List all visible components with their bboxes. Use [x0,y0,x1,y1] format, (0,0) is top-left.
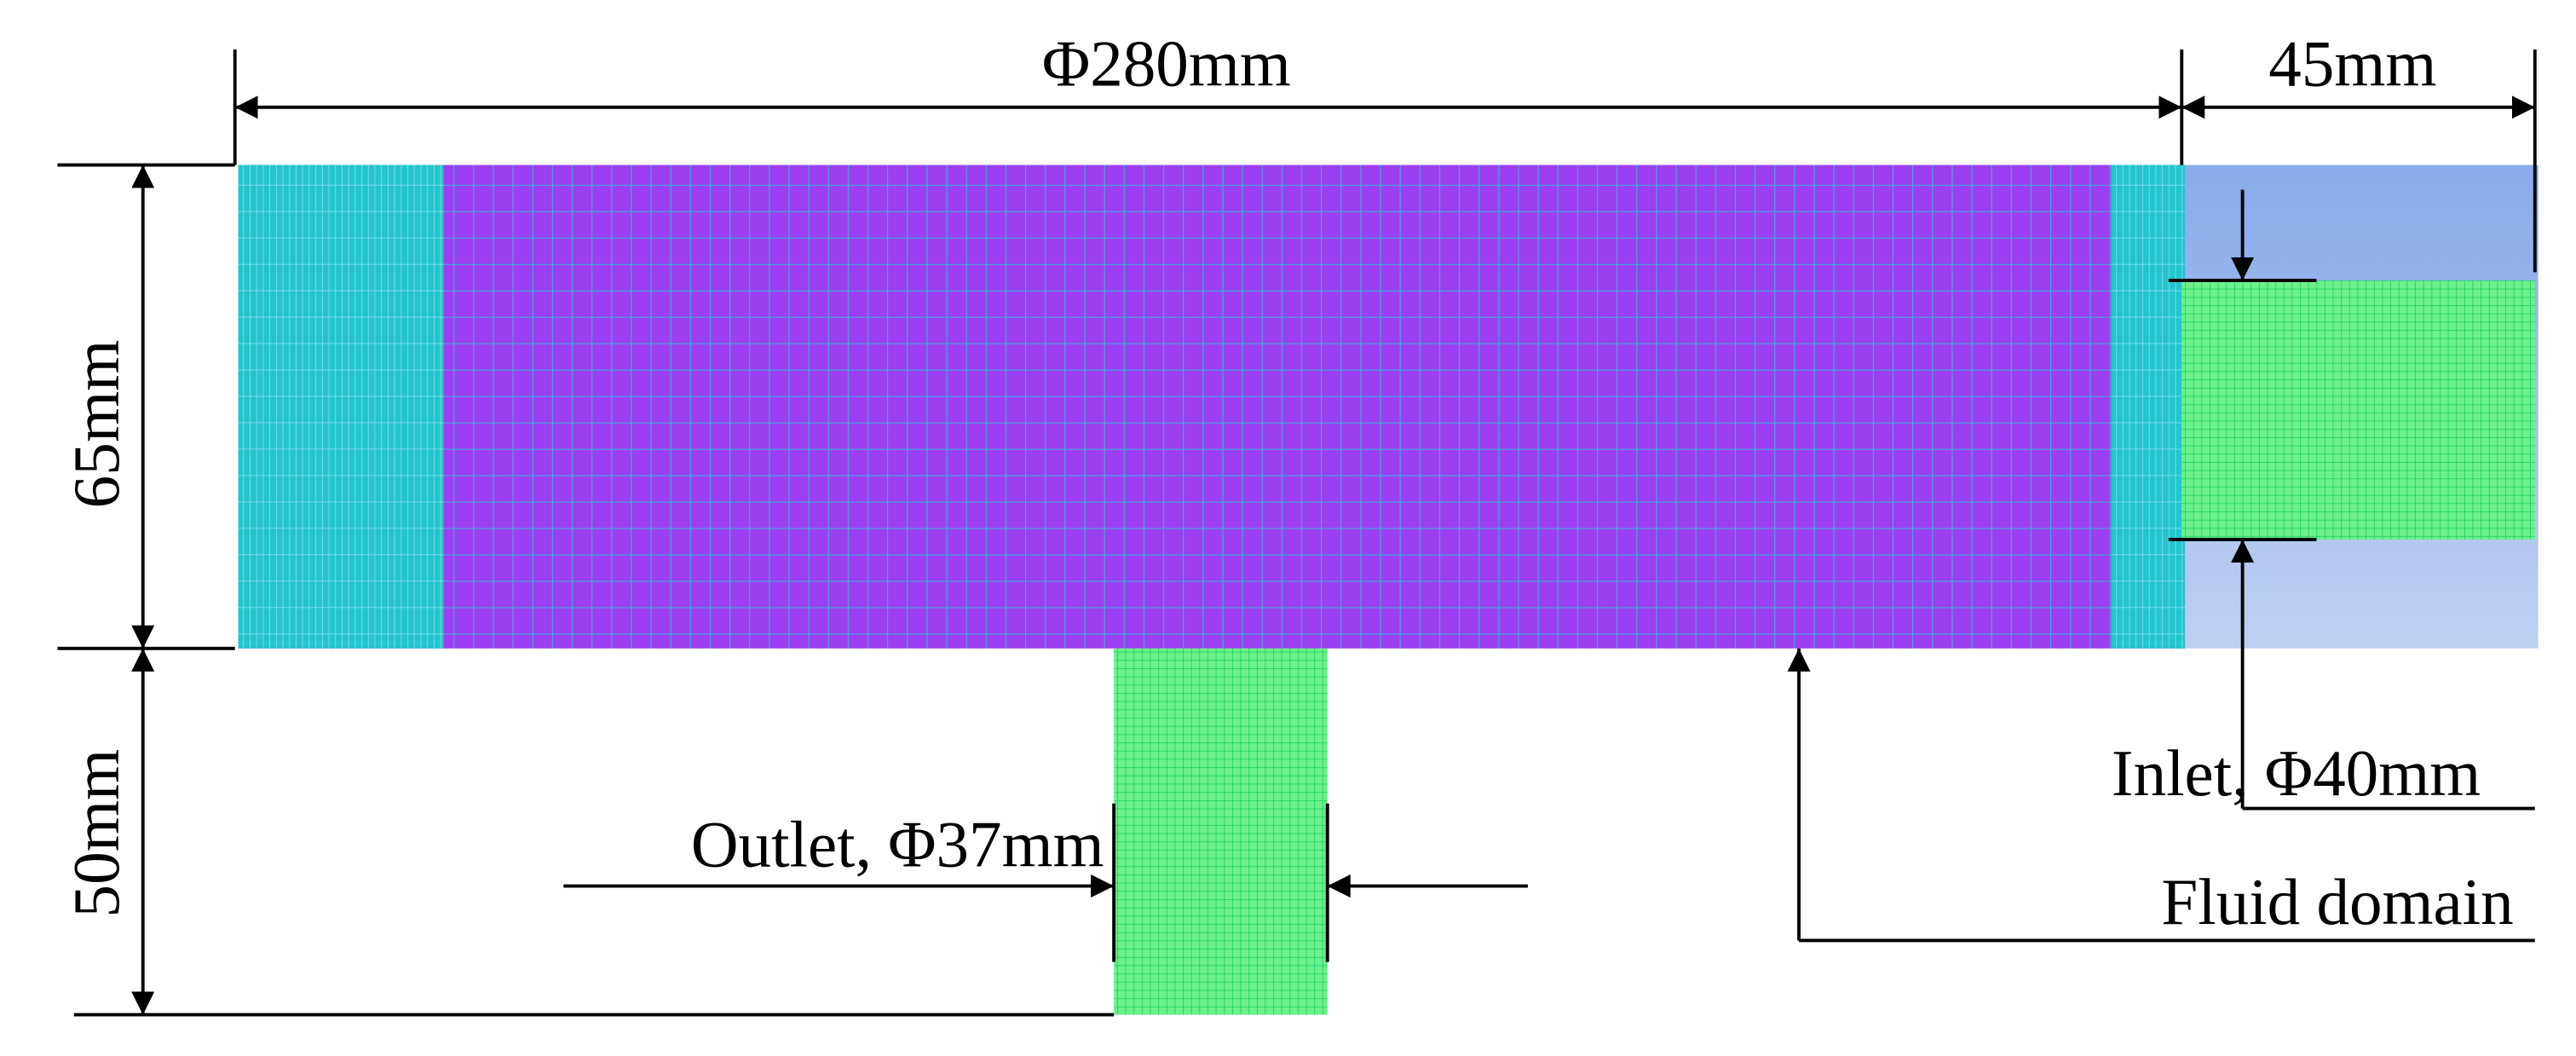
wall-mesh-left [238,164,444,649]
main-mesh [238,164,2186,649]
wall-mesh-right [2111,164,2186,649]
dimension-lines [57,49,2537,1017]
dimension-label: Φ280mm [1042,27,1291,101]
annotation: Inlet, Φ40mm [2112,736,2481,810]
annotation: Outlet, Φ37mm [691,807,1104,880]
dimension-label: 45mm [2268,27,2436,101]
dimension-label: 50mm [60,749,133,918]
annotation: Fluid domain [2161,865,2513,938]
inlet-mesh [2181,280,2535,540]
dimension-label: 65mm [60,340,133,509]
outlet-mesh [1114,648,1328,1015]
